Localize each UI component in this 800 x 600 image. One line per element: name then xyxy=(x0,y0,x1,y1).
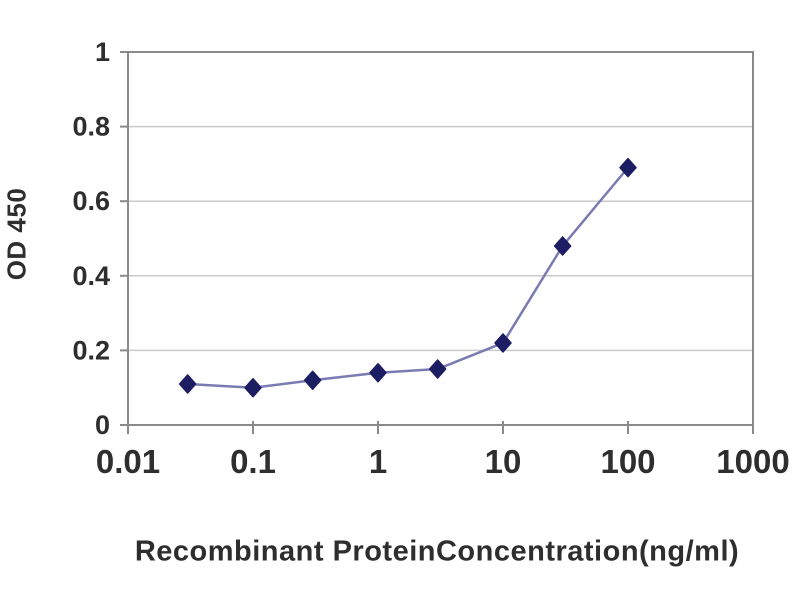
x-tick-label-0.01: 0.01 xyxy=(96,443,160,480)
x-tick-label-100: 100 xyxy=(600,443,655,480)
y-axis-title: OD 450 xyxy=(1,187,32,281)
data-point-marker-100 xyxy=(619,157,637,178)
y-tick-label-0.4: 0.4 xyxy=(72,261,110,291)
y-tick-label-0.2: 0.2 xyxy=(72,335,110,365)
data-point-marker-0.3 xyxy=(303,370,322,390)
x-tick-label-1000: 1000 xyxy=(716,443,789,480)
data-point-marker-10 xyxy=(494,333,512,353)
x-tick-label-10: 10 xyxy=(485,443,522,480)
y-tick-label-1: 1 xyxy=(95,37,110,67)
data-series-line xyxy=(187,166,629,389)
x-tick-label-1: 1 xyxy=(369,443,387,480)
data-point-marker-30 xyxy=(553,236,572,256)
y-tick-label-0: 0 xyxy=(95,410,110,440)
data-point-marker-0.03 xyxy=(178,374,197,394)
plot-border xyxy=(127,51,754,426)
y-tick-label-0.6: 0.6 xyxy=(72,186,110,216)
data-point-marker-0.1 xyxy=(244,377,262,398)
x-axis-title: Recombinant ProteinConcentration(ng/ml) xyxy=(134,535,740,568)
x-tick-label-0.1: 0.1 xyxy=(230,443,276,480)
data-point-marker-3 xyxy=(428,359,447,379)
y-tick-label-0.8: 0.8 xyxy=(72,112,110,142)
data-point-marker-1 xyxy=(369,363,387,383)
